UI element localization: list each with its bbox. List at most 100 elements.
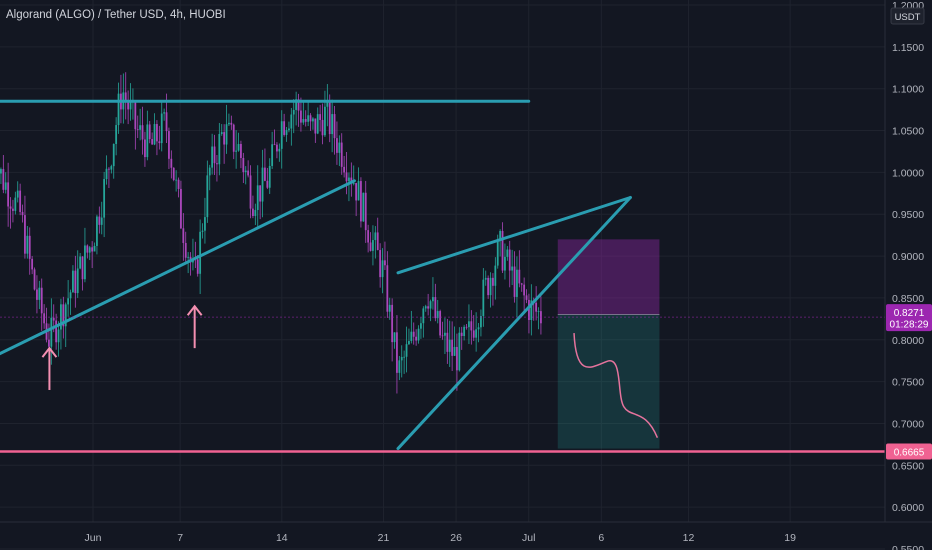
candle-body <box>100 217 103 225</box>
candle-body <box>26 235 29 254</box>
candle-body <box>206 175 209 218</box>
candle-body <box>273 144 276 146</box>
candle-body <box>52 317 55 321</box>
candle-body <box>386 265 389 312</box>
candle-body <box>516 269 518 297</box>
candle-body <box>528 299 530 321</box>
candle-body <box>244 170 247 173</box>
candle-body <box>91 247 94 252</box>
candle-body <box>88 247 91 253</box>
candle-body <box>2 169 5 190</box>
currency-unit-badge[interactable]: USDT <box>890 7 925 25</box>
candle-body <box>446 332 449 352</box>
price-axis[interactable]: 1.20001.15001.10001.05001.00000.95000.90… <box>884 0 924 550</box>
candle-body <box>264 167 266 181</box>
y-tick-label: 0.7000 <box>892 418 924 430</box>
candle-body <box>472 330 475 338</box>
candle-body <box>156 124 158 142</box>
candle-body <box>523 284 526 296</box>
candle-body <box>180 188 182 229</box>
candle-body <box>81 256 84 280</box>
candle-body <box>328 100 331 135</box>
candle-body <box>424 306 427 309</box>
candle-body <box>24 215 26 254</box>
candle-body <box>43 313 46 324</box>
x-tick-labels: Jun 7 14 21 26 Jul 6 12 19 <box>85 532 797 544</box>
candle-body <box>499 230 502 240</box>
candle-body <box>304 119 307 122</box>
candle-body <box>230 122 233 125</box>
candle-body <box>494 265 497 286</box>
candle-body <box>444 332 446 336</box>
candle-body <box>360 181 362 222</box>
candle-body <box>307 115 310 122</box>
candle-body <box>7 182 10 207</box>
y-tick-label: 0.7500 <box>892 377 924 389</box>
candle-body <box>321 119 324 136</box>
candle-body <box>475 329 478 338</box>
time-axis[interactable]: Jun 7 14 21 26 Jul 6 12 19 <box>0 521 932 544</box>
candle-body <box>456 346 458 371</box>
candle-body <box>124 92 127 101</box>
up-arrow-head-2 <box>186 304 203 316</box>
candle-body <box>520 283 523 285</box>
candle-body <box>477 327 480 330</box>
candle-body <box>403 356 406 358</box>
x-tick-label: 6 <box>598 532 604 544</box>
candle-body <box>168 131 170 159</box>
currency-unit-label: USDT <box>895 12 921 23</box>
candle-body <box>268 165 271 188</box>
candle-body <box>271 144 274 166</box>
candle-body <box>256 185 259 211</box>
candle-body <box>333 114 336 139</box>
candle-body <box>405 344 408 357</box>
candle-body <box>530 300 533 321</box>
support-price-badge <box>886 443 932 460</box>
candle-body <box>357 181 360 201</box>
candle-body <box>408 341 410 345</box>
candle-body <box>384 260 386 266</box>
candle-body <box>86 245 89 253</box>
candle-body <box>300 110 302 123</box>
candle-body <box>484 277 487 280</box>
candle-body <box>453 346 456 356</box>
candle-body <box>172 167 175 180</box>
candle-body <box>108 168 110 170</box>
candle-body <box>16 190 19 198</box>
candle-body <box>470 321 473 331</box>
wedge-upper-trendline <box>396 195 632 275</box>
candle-body <box>295 99 298 110</box>
candle-body <box>434 297 437 319</box>
candle-body <box>249 175 252 209</box>
candle-body <box>448 339 451 352</box>
candle-body <box>535 302 538 312</box>
candle-body <box>439 311 442 336</box>
candle-body <box>12 208 14 211</box>
candle-body <box>288 128 290 131</box>
y-tick-label: 0.8000 <box>892 335 924 347</box>
candle-body <box>247 170 250 176</box>
candle-body <box>48 339 50 347</box>
stop-loss-zone <box>557 239 660 315</box>
candle-body <box>460 332 463 336</box>
candle-body <box>240 143 242 158</box>
candle-body <box>252 208 254 216</box>
candle-body <box>216 163 218 165</box>
candle-body <box>151 139 154 145</box>
candle-body <box>31 258 34 270</box>
candle-body <box>211 146 214 168</box>
candle-countdown: 01:28:29 <box>890 320 929 331</box>
y-tick-label: 0.6500 <box>892 460 924 472</box>
y-tick-label: 0.8500 <box>892 293 924 305</box>
candle-body <box>21 211 24 216</box>
candle-body <box>84 245 86 280</box>
candle-body <box>187 256 190 258</box>
candle-body <box>225 124 228 145</box>
candle-body <box>376 232 379 251</box>
current-price-badge <box>886 304 932 332</box>
candle-body <box>163 112 166 114</box>
candle-body <box>228 122 230 125</box>
